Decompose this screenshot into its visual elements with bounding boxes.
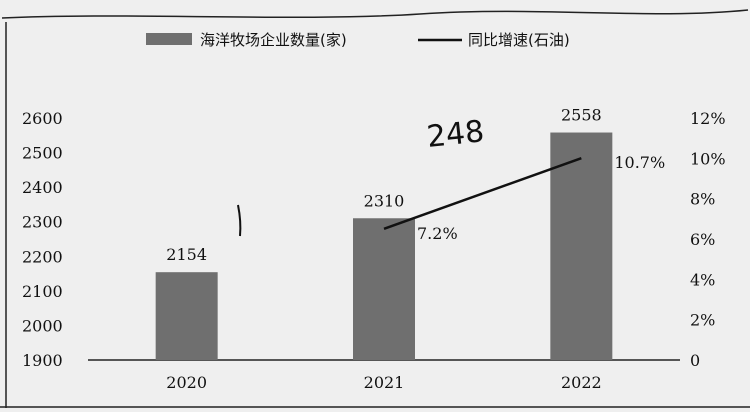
right-axis-tick-label: 6% <box>690 230 715 249</box>
bar-data-label: 2154 <box>166 245 207 264</box>
bar-data-label: 2558 <box>561 106 602 125</box>
right-axis: 0 2% 4% 6% 8% 10% 12% <box>690 109 726 370</box>
left-axis-tick-label: 2400 <box>22 178 63 197</box>
right-axis-tick-label: 10% <box>690 149 726 168</box>
x-axis-tick-label: 2020 <box>166 373 207 392</box>
handwritten-stroke <box>237 204 242 237</box>
legend-bar-label: 海洋牧场企业数量(家) <box>200 31 347 49</box>
left-axis-tick-label: 2200 <box>22 247 63 266</box>
right-axis-tick-label: 0 <box>690 351 700 370</box>
bar <box>155 272 218 360</box>
line-series: 7.2% 10.7% <box>383 153 665 243</box>
left-axis-tick-label: 2600 <box>22 109 63 128</box>
handwritten-note: 248 <box>425 114 486 155</box>
right-axis-tick-label: 2% <box>690 311 715 330</box>
bar <box>550 132 613 360</box>
legend: 海洋牧场企业数量(家) 同比增速(石油) <box>146 31 570 49</box>
bar-series <box>155 132 613 360</box>
left-axis-tick-label: 2100 <box>22 282 63 301</box>
left-axis-tick-label: 2500 <box>22 144 63 163</box>
left-axis-tick-label: 1900 <box>22 351 63 370</box>
x-axis: 2020 2021 2022 <box>166 373 601 392</box>
left-axis-tick-label: 2300 <box>22 213 63 232</box>
left-axis-tick-label: 2000 <box>22 316 63 335</box>
x-axis-tick-label: 2022 <box>561 373 602 392</box>
legend-bar-swatch <box>146 33 192 45</box>
line-data-label: 7.2% <box>417 224 458 243</box>
right-axis-tick-label: 4% <box>690 270 715 289</box>
right-axis-tick-label: 12% <box>690 109 726 128</box>
legend-line-label: 同比增速(石油) <box>468 31 570 49</box>
frame-top-line <box>1 9 749 19</box>
x-axis-tick-label: 2021 <box>364 373 405 392</box>
left-axis: 1900 2000 2100 2200 2300 2400 2500 2600 <box>22 109 63 370</box>
bar-data-label: 2310 <box>364 191 405 210</box>
growth-line <box>383 157 582 230</box>
bar <box>353 218 415 360</box>
right-axis-tick-label: 8% <box>690 190 715 209</box>
bar-data-labels: 2154 2310 2558 <box>166 106 601 265</box>
line-data-label: 10.7% <box>614 153 665 172</box>
